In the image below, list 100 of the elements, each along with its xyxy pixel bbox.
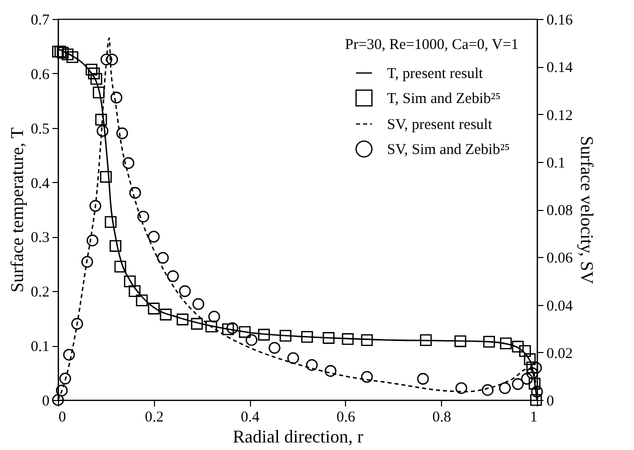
point: [59, 372, 72, 384]
point: [205, 320, 218, 332]
legend-title: Pr=30, Re=1000, Ca=0, V=1: [345, 37, 519, 53]
point: [499, 382, 511, 394]
point: [287, 352, 300, 364]
x-tick-label: 0.4: [240, 410, 260, 426]
legend-label: SV, present result: [387, 117, 493, 133]
point: [521, 372, 533, 385]
point: [526, 361, 538, 374]
y2-tick-label: 0.12: [546, 108, 573, 124]
legend-label: T, Sim and Zebib²⁵: [387, 91, 501, 107]
point: [324, 365, 336, 377]
point: [420, 334, 432, 346]
point: [95, 114, 108, 126]
y2-tick-label: 0.1: [546, 155, 566, 172]
y-tick-label: 0.5: [30, 121, 50, 138]
point: [531, 386, 543, 398]
point: [128, 285, 141, 298]
point: [89, 200, 102, 212]
point: [81, 256, 94, 268]
y-tick-label: 0.4: [30, 176, 50, 192]
point: [524, 353, 536, 366]
point: [160, 308, 172, 320]
y-tick-label: 0.7: [30, 12, 50, 28]
point: [176, 314, 188, 326]
y-tick-label: 0: [42, 394, 50, 410]
point: [500, 338, 512, 350]
point: [92, 86, 105, 98]
point: [66, 51, 78, 63]
y2-tick-label: 0.02: [546, 346, 573, 362]
point: [86, 234, 98, 246]
y-tick-label: 0.3: [30, 230, 50, 246]
point: [226, 322, 238, 334]
point: [268, 342, 280, 354]
x-tick-label: 0.8: [432, 410, 452, 426]
point: [512, 340, 524, 353]
point: [192, 298, 204, 310]
point: [483, 336, 495, 348]
point: [62, 48, 74, 60]
point: [167, 270, 179, 282]
point: [417, 372, 429, 385]
point: [238, 326, 251, 338]
y-tick-label: 0.6: [30, 66, 50, 83]
point: [342, 333, 354, 345]
point: [512, 378, 524, 390]
point: [122, 157, 134, 169]
x-tick-label: 1: [530, 410, 538, 426]
point: [179, 285, 191, 298]
point: [86, 64, 98, 76]
point: [100, 54, 112, 66]
legend-label: T, present result: [387, 66, 484, 82]
point: [114, 260, 126, 273]
point: [136, 294, 148, 306]
point: [63, 348, 75, 361]
x-tick-label: 0.2: [144, 410, 164, 426]
point: [90, 72, 102, 85]
point: [322, 332, 335, 344]
point: [56, 384, 68, 396]
point: [148, 302, 160, 314]
x-axis-title: Radial direction, r: [232, 426, 364, 446]
point: [106, 54, 118, 66]
point: [116, 127, 128, 140]
point: [361, 334, 373, 346]
point: [110, 92, 122, 104]
point: [129, 186, 142, 199]
legend-label: SV, Sim and Zebib²⁵: [387, 142, 510, 158]
x-tick-label: 0.6: [336, 410, 356, 426]
point: [88, 68, 100, 80]
y2-tick-label: 0.06: [546, 250, 574, 267]
point: [124, 275, 136, 288]
y2-axis-title: Surface velocity, SV: [576, 136, 597, 284]
point: [519, 345, 531, 357]
y2-tick-label: 0.08: [546, 203, 573, 219]
point: [246, 334, 258, 346]
point: [148, 230, 160, 243]
y2-tick-label: 0.04: [546, 298, 574, 314]
point: [191, 318, 203, 330]
point: [301, 330, 313, 343]
point: [455, 382, 468, 394]
y2-tick-label: 0.16: [546, 12, 574, 28]
point: [157, 252, 169, 264]
y-tick-label: 0.1: [30, 339, 50, 356]
point: [100, 170, 112, 183]
point: [208, 310, 220, 323]
point: [528, 378, 540, 390]
point: [104, 216, 117, 228]
point: [110, 240, 122, 252]
y2-tick-label: 0: [546, 394, 554, 410]
y-tick-label: 0.2: [30, 284, 50, 301]
point: [71, 318, 84, 330]
point: [258, 328, 270, 341]
y2-tick-label: 0.14: [546, 60, 574, 76]
y-axis-title: Surface temperature, T: [6, 127, 27, 293]
point: [222, 323, 234, 336]
point: [137, 210, 150, 223]
point: [96, 125, 108, 137]
point: [454, 335, 466, 348]
point: [482, 384, 494, 396]
x-tick-label: 0: [58, 410, 66, 426]
point: [56, 46, 69, 59]
